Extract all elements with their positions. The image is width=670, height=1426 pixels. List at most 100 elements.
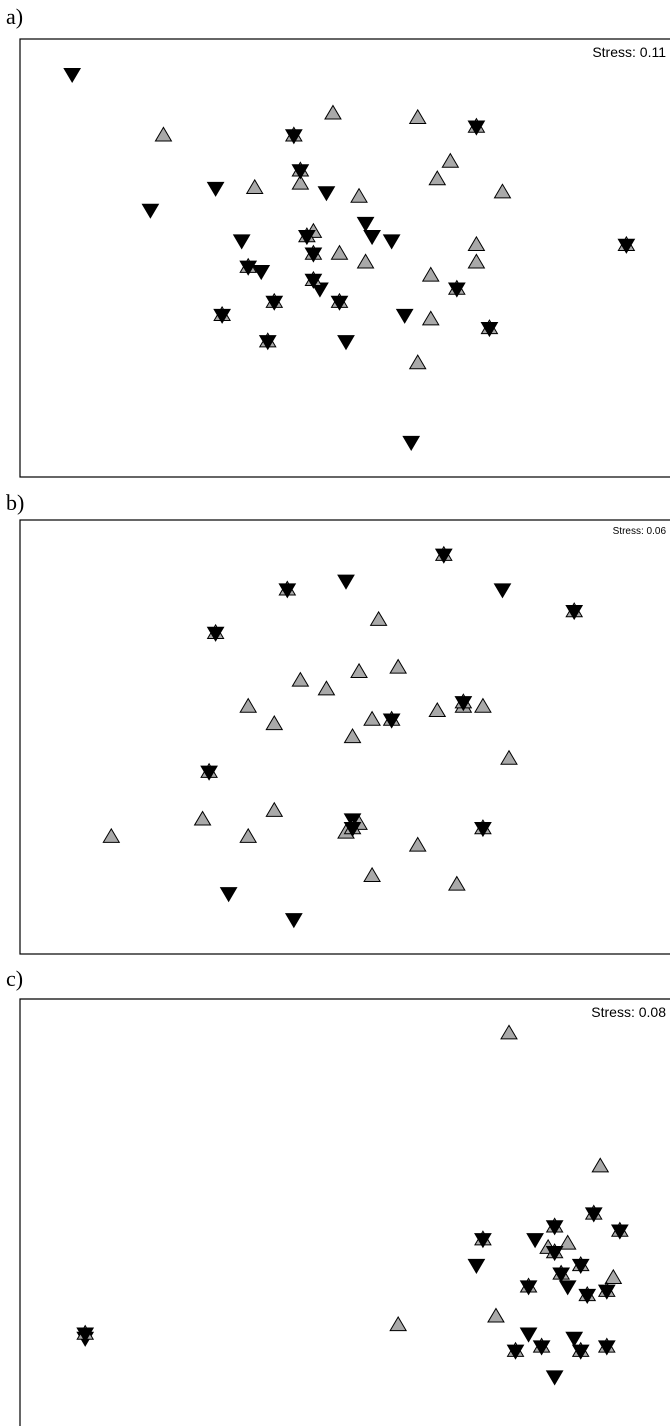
point-up-a: [467, 235, 486, 251]
point-overlap-a: [330, 292, 349, 311]
plot-frame: [19, 38, 670, 478]
point-down-c: [519, 1327, 538, 1343]
point-overlap-a: [467, 117, 486, 136]
point-up-c: [591, 1157, 610, 1173]
point-up-c: [500, 1024, 518, 1040]
point-up-a: [408, 108, 427, 124]
point-up-b: [408, 836, 427, 852]
point-up-a: [428, 170, 447, 186]
panel-a-label: a): [6, 4, 24, 29]
point-overlap-c: [597, 1281, 616, 1300]
point-overlap-b: [278, 580, 297, 599]
point-overlap-c: [532, 1337, 551, 1356]
point-up-b: [317, 680, 336, 696]
point-up-b: [428, 701, 447, 718]
point-up-a: [356, 253, 375, 269]
point-overlap-a: [258, 332, 277, 351]
point-overlap-c: [545, 1217, 564, 1236]
point-overlap-a: [265, 292, 284, 311]
point-overlap-c: [519, 1277, 538, 1296]
point-down-b: [219, 887, 238, 903]
point-overlap-c: [571, 1255, 590, 1274]
point-down-a: [382, 234, 401, 250]
point-down-a: [363, 230, 381, 246]
point-up-c: [389, 1316, 408, 1332]
point-overlap-a: [213, 305, 231, 324]
point-up-a: [467, 253, 486, 269]
point-overlap-c: [545, 1243, 564, 1262]
point-overlap-b: [565, 602, 584, 621]
point-overlap-b: [206, 623, 225, 642]
point-down-a: [232, 234, 251, 250]
point-overlap-a: [284, 126, 303, 145]
point-overlap-c: [506, 1341, 525, 1360]
point-up-a: [330, 244, 349, 260]
point-up-b: [474, 697, 492, 713]
stress-label-a: Stress: 0.11: [592, 44, 666, 60]
point-overlap-b: [382, 710, 401, 729]
point-overlap-a: [291, 161, 310, 180]
point-up-b: [369, 610, 388, 626]
point-overlap-c: [584, 1204, 603, 1223]
point-up-c: [487, 1307, 505, 1323]
point-overlap-c: [571, 1341, 590, 1360]
point-up-a: [350, 187, 368, 203]
point-overlap-a: [617, 235, 636, 254]
point-up-b: [350, 662, 368, 678]
point-overlap-c: [597, 1337, 616, 1356]
point-down-a: [337, 335, 355, 351]
point-overlap-b: [200, 762, 218, 781]
point-overlap-c: [474, 1230, 492, 1249]
point-overlap-b: [434, 545, 453, 564]
point-up-b: [102, 827, 121, 843]
point-up-b: [343, 728, 362, 744]
point-up-a: [441, 152, 460, 168]
point-down-a: [252, 265, 271, 281]
point-up-b: [239, 697, 258, 713]
point-down-c: [558, 1280, 577, 1296]
point-up-b: [265, 801, 284, 817]
scatter-plot-a: Stress: 0.11: [19, 38, 670, 478]
stress-label-c: Stress: 0.08: [591, 1004, 666, 1020]
plot-frame: [19, 998, 670, 1426]
point-overlap-b: [474, 819, 492, 838]
point-down-c: [545, 1370, 564, 1386]
point-overlap-a: [447, 279, 466, 298]
point-up-b: [500, 749, 518, 765]
point-down-a: [395, 308, 414, 324]
point-down-c: [526, 1233, 544, 1249]
point-overlap-c: [610, 1221, 629, 1240]
point-overlap-a: [304, 270, 323, 289]
point-overlap-a: [304, 244, 323, 263]
scatter-plot-b: Stress: 0.06: [19, 519, 670, 955]
point-overlap-c: [552, 1264, 571, 1283]
point-overlap-a: [298, 227, 316, 246]
point-up-a: [421, 266, 440, 282]
point-up-a: [421, 310, 440, 326]
stress-label-b: Stress: 0.06: [613, 526, 667, 537]
panel-b-label: b): [6, 490, 25, 515]
point-up-a: [408, 354, 427, 370]
point-down-b: [337, 574, 355, 590]
point-overlap-b: [454, 693, 473, 712]
point-up-a: [154, 126, 173, 142]
point-down-a: [63, 67, 82, 84]
panel-c-label: c): [6, 966, 24, 991]
plot-frame: [19, 519, 670, 955]
point-overlap-a: [239, 257, 258, 276]
point-down-a: [356, 216, 375, 232]
point-overlap-c: [76, 1324, 95, 1343]
point-down-a: [402, 435, 421, 451]
point-down-a: [317, 186, 336, 202]
point-up-a: [291, 174, 310, 190]
point-up-a: [324, 104, 342, 120]
point-down-c: [467, 1258, 486, 1274]
point-overlap-b: [343, 819, 362, 838]
point-up-a: [493, 183, 512, 199]
point-up-b: [265, 714, 284, 731]
point-down-c: [565, 1331, 584, 1347]
point-down-a: [141, 203, 160, 219]
point-up-c: [558, 1234, 577, 1250]
point-down-b: [493, 583, 512, 599]
point-up-b: [389, 658, 408, 674]
